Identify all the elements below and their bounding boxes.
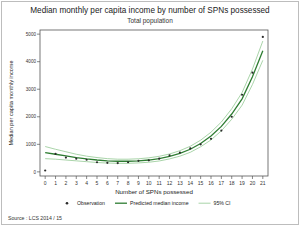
- x-tick: [231, 176, 232, 179]
- x-tick: [107, 176, 108, 179]
- x-tick: [200, 176, 201, 179]
- x-tick-label: 16: [208, 180, 214, 186]
- y-tick-label: 2000: [26, 114, 37, 119]
- observation-point: [231, 116, 233, 118]
- y-tick-label: 5000: [26, 32, 37, 37]
- y-tick-label: 1000: [26, 142, 37, 147]
- observation-point: [158, 158, 160, 160]
- x-tick-label: 2: [65, 180, 68, 186]
- subtitle: Total population: [127, 17, 173, 25]
- x-tick-label: 4: [85, 180, 88, 186]
- x-tick-label: 1: [54, 180, 57, 186]
- observation-point: [168, 154, 170, 156]
- y-tick: [37, 144, 40, 145]
- observation-point: [220, 129, 222, 131]
- observation-point: [241, 94, 243, 96]
- y-tick: [37, 171, 40, 172]
- x-tick: [242, 176, 243, 179]
- x-tick-label: 8: [127, 180, 130, 186]
- x-tick: [179, 176, 180, 179]
- x-tick: [159, 176, 160, 179]
- observation-point: [189, 147, 191, 149]
- y-tick: [37, 61, 40, 62]
- x-tick: [76, 176, 77, 179]
- x-tick-label: 18: [229, 180, 235, 186]
- x-tick-label: 11: [157, 180, 162, 186]
- y-tick: [37, 89, 40, 90]
- y-tick: [37, 34, 40, 35]
- plot-frame: [40, 30, 268, 176]
- x-tick-label: 17: [219, 180, 225, 186]
- legend-label: Predicted median income: [130, 200, 189, 206]
- x-tick: [86, 176, 87, 179]
- y-tick-label: 3000: [26, 87, 37, 92]
- y-tick-label: 0: [33, 170, 36, 175]
- observation-point: [200, 143, 202, 145]
- observation-point: [251, 72, 253, 74]
- observation-point: [86, 159, 88, 161]
- observation-point: [54, 153, 56, 155]
- observation-point: [117, 162, 119, 164]
- x-tick-label: 3: [75, 180, 78, 186]
- y-tick: [37, 116, 40, 117]
- legend-label: Observation: [77, 200, 105, 206]
- x-tick: [148, 176, 149, 179]
- observation-point: [65, 156, 67, 158]
- x-tick-label: 12: [167, 180, 173, 186]
- x-tick-label: 6: [106, 180, 109, 186]
- observation-point: [262, 36, 264, 38]
- source: Source : LCS 2014 / 15: [8, 215, 62, 221]
- figure-frame: [2, 2, 299, 225]
- x-tick-label: 20: [250, 180, 256, 186]
- x-tick-label: 15: [198, 180, 204, 186]
- plot-marks: [44, 36, 264, 172]
- x-tick: [45, 176, 46, 179]
- observation-point: [179, 151, 181, 153]
- x-tick-label: 7: [116, 180, 119, 186]
- x-tick: [55, 176, 56, 179]
- x-tick-label: 21: [260, 180, 266, 186]
- y-axis-label: Median per capita monthly income: [8, 60, 14, 145]
- x-tick: [117, 176, 118, 179]
- title: Median monthly per capita income by numb…: [30, 6, 270, 15]
- observation-point: [96, 161, 98, 163]
- x-tick-label: 5: [96, 180, 99, 186]
- observation-point: [75, 158, 77, 160]
- x-tick-label: 14: [187, 180, 193, 186]
- x-tick: [190, 176, 191, 179]
- x-tick: [169, 176, 170, 179]
- x-tick: [128, 176, 129, 179]
- x-tick-label: 9: [137, 180, 140, 186]
- chart: Median monthly per capita income by numb…: [0, 0, 300, 226]
- legend-marker: [66, 202, 69, 205]
- x-tick: [65, 176, 66, 179]
- observation-point: [44, 169, 46, 171]
- observation-point: [137, 160, 139, 162]
- observation-point: [106, 162, 108, 164]
- x-axis-label: Number of SPNs possessed: [115, 188, 193, 195]
- x-tick: [97, 176, 98, 179]
- y-tick-label: 4000: [26, 59, 37, 64]
- x-tick: [262, 176, 263, 179]
- x-tick: [252, 176, 253, 179]
- ci-upper: [45, 41, 263, 159]
- observation-point: [148, 159, 150, 161]
- x-tick: [211, 176, 212, 179]
- legend-line: [115, 203, 127, 204]
- legend-line: [199, 203, 211, 204]
- observation-point: [127, 161, 129, 163]
- x-tick-label: 13: [177, 180, 183, 186]
- observation-point: [210, 138, 212, 140]
- x-tick-label: 19: [239, 180, 245, 186]
- x-tick: [138, 176, 139, 179]
- x-tick-label: 10: [146, 180, 152, 186]
- x-tick-label: 0: [44, 180, 47, 186]
- legend-label: 95% CI: [214, 200, 231, 206]
- ci-lower: [45, 60, 263, 163]
- x-tick: [221, 176, 222, 179]
- predicted-line: [45, 51, 263, 162]
